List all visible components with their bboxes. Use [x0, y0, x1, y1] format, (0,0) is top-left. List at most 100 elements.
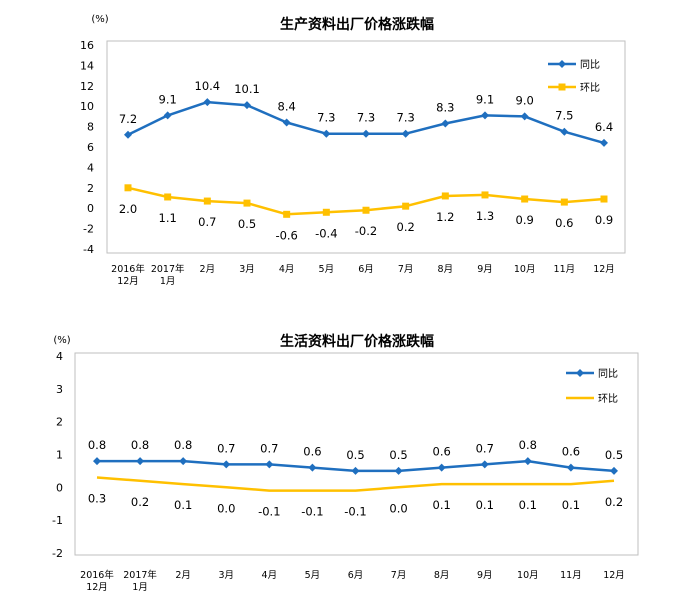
- data-label: 0.5: [346, 448, 364, 462]
- data-label: 8.4: [278, 100, 296, 114]
- x-tick-label: 4月: [279, 264, 295, 275]
- y-tick-label: 16: [80, 39, 94, 52]
- data-point: [480, 460, 489, 469]
- x-tick-label: 12月: [117, 276, 139, 287]
- x-tick-label: 7月: [391, 570, 407, 581]
- data-label: 0.8: [88, 438, 106, 452]
- data-label: 7.3: [317, 111, 335, 125]
- data-point: [610, 466, 618, 475]
- data-label: 9.0: [516, 93, 534, 107]
- legend: 同比 环比: [548, 59, 600, 94]
- y-tick-label: 1: [56, 449, 63, 462]
- x-tick-label: 9月: [477, 264, 493, 275]
- legend-label-mom: 环比: [580, 82, 600, 94]
- data-label: 0.7: [476, 441, 494, 455]
- data-point: [481, 191, 489, 199]
- legend-marker-yoy: [558, 60, 566, 68]
- data-point: [203, 98, 212, 107]
- data-label: 0.8: [174, 438, 192, 452]
- data-point: [308, 463, 317, 472]
- data-label: 0.1: [562, 498, 580, 512]
- x-tick-label: 2017年: [123, 569, 157, 581]
- x-tick-label: 12月: [593, 264, 615, 275]
- data-point: [322, 208, 330, 216]
- legend-label-yoy: 同比: [580, 59, 600, 71]
- data-label: 0.5: [605, 448, 623, 462]
- data-point: [179, 457, 188, 466]
- x-tick-label: 10月: [517, 570, 539, 581]
- x-tick-label: 1月: [160, 276, 176, 287]
- y-unit-label: (%): [91, 14, 108, 25]
- chart-title: 生产资料出厂价格涨跌幅: [280, 16, 434, 33]
- x-tick-label: 8月: [438, 264, 454, 275]
- x-tick-label: 5月: [305, 570, 321, 581]
- y-tick-label: -1: [52, 514, 63, 527]
- y-tick-label: 0: [56, 481, 63, 494]
- x-tick-label: 11月: [560, 570, 582, 581]
- data-label: 0.7: [260, 441, 278, 455]
- data-label: -0.6: [275, 228, 297, 242]
- data-label: 0.3: [88, 491, 106, 505]
- data-label: 9.1: [476, 92, 494, 106]
- data-point: [600, 138, 608, 147]
- data-point: [124, 184, 132, 192]
- data-label: 9.1: [159, 92, 177, 106]
- data-point: [124, 130, 132, 139]
- data-label: 0.6: [555, 216, 573, 230]
- data-point: [437, 463, 446, 472]
- data-label: 0.6: [433, 445, 451, 459]
- data-label: -0.2: [355, 224, 377, 238]
- series-line: [96, 476, 615, 492]
- y-tick-label: 2: [56, 416, 63, 429]
- data-point: [566, 463, 575, 472]
- data-label: 0.8: [519, 438, 537, 452]
- x-tick-label: 8月: [434, 570, 450, 581]
- series-layer: 7.2 9.1 10.4 10.1 8.4 7.3 7.3 7.3 8.3 9.1 9.0 7.5 6.…: [119, 79, 613, 242]
- data-label: 0.5: [238, 217, 256, 231]
- y-tick-label: 10: [80, 100, 94, 113]
- legend-marker-yoy: [576, 369, 584, 377]
- x-tick-label: 12月: [86, 582, 108, 593]
- data-point: [163, 111, 172, 120]
- data-point: [481, 111, 489, 120]
- y-tick-label: 12: [80, 80, 94, 93]
- plot-frame: [74, 352, 639, 556]
- data-label: 1.1: [159, 211, 177, 225]
- data-label: -0.4: [315, 226, 337, 240]
- data-point: [560, 127, 569, 136]
- series-layer: 0.8 0.8 0.8 0.7 0.7 0.6 0.5 0.5 0.6 0.7 0.8 0.6 0.5 0…: [88, 438, 623, 519]
- x-tick-label: 3月: [239, 264, 255, 275]
- data-label: 0.1: [519, 498, 537, 512]
- data-point: [521, 195, 529, 203]
- y-tick-label: 0: [87, 202, 94, 215]
- x-tick-label: 6月: [358, 264, 374, 275]
- data-point: [265, 460, 274, 469]
- data-point: [282, 118, 291, 127]
- data-label: 10.4: [195, 79, 221, 93]
- data-label: 6.4: [595, 120, 613, 134]
- y-tick-label: 2: [87, 182, 94, 195]
- y-tick-label: -2: [52, 547, 63, 560]
- data-label: 8.3: [436, 101, 454, 115]
- data-label: 7.2: [119, 112, 137, 126]
- data-point: [560, 198, 568, 206]
- data-point: [600, 195, 608, 203]
- x-tick-label: 11月: [554, 264, 576, 275]
- legend-label-mom: 环比: [598, 393, 618, 405]
- y-tick-label: 4: [87, 161, 94, 174]
- x-tick-label: 2016年: [80, 569, 114, 581]
- data-point: [222, 460, 231, 469]
- data-label: 1.3: [476, 209, 494, 223]
- data-point: [283, 210, 291, 218]
- data-point: [441, 119, 450, 128]
- x-tick-label: 7月: [398, 264, 414, 275]
- y-tick-label: -2: [83, 223, 94, 236]
- x-tick-label: 1月: [132, 582, 148, 593]
- y-unit-label: (%): [53, 335, 70, 346]
- x-tick-label: 2017年: [151, 263, 185, 275]
- y-tick-label: 3: [56, 383, 63, 396]
- y-tick-label: 8: [87, 121, 94, 134]
- data-label: 0.1: [174, 498, 192, 512]
